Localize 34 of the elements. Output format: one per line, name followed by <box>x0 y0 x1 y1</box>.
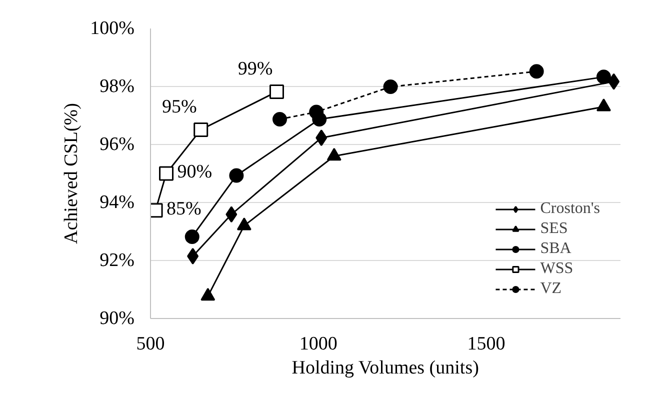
legend-label: SBA <box>540 240 572 258</box>
annotation: 95% <box>162 96 198 118</box>
point <box>272 112 287 127</box>
point <box>608 73 620 90</box>
y-tick-label: 92% <box>100 250 135 271</box>
point <box>159 166 174 181</box>
point <box>316 130 328 146</box>
point <box>383 80 398 94</box>
legend-label: SES <box>540 220 568 238</box>
point <box>529 64 544 79</box>
point <box>226 206 238 223</box>
legend-label: Croston's <box>540 200 600 218</box>
x-tick-label: 1000 <box>299 334 338 354</box>
y-tick-label: 96% <box>100 134 135 155</box>
point <box>269 84 284 99</box>
annotation: 90% <box>177 162 212 182</box>
y-axis-title: Achieved CSL(%) <box>61 103 82 244</box>
point <box>187 248 199 264</box>
point <box>194 122 208 137</box>
x-axis-title: Holding Volumes (units) <box>292 358 479 378</box>
point <box>229 168 244 183</box>
legend-label: WSS <box>540 260 574 278</box>
y-tick-label: 90% <box>100 308 135 329</box>
point <box>184 229 200 244</box>
annotation: 99% <box>238 58 273 80</box>
point <box>596 70 611 84</box>
y-tick-label: 100% <box>90 18 135 39</box>
legend-label: VZ <box>540 280 562 298</box>
y-tick-label: 98% <box>100 76 135 97</box>
x-tick-label: 500 <box>136 334 165 354</box>
x-tick-label: 1500 <box>467 334 506 354</box>
annotation: 85% <box>166 198 202 220</box>
y-tick-label: 94% <box>100 192 135 213</box>
point <box>309 104 324 120</box>
